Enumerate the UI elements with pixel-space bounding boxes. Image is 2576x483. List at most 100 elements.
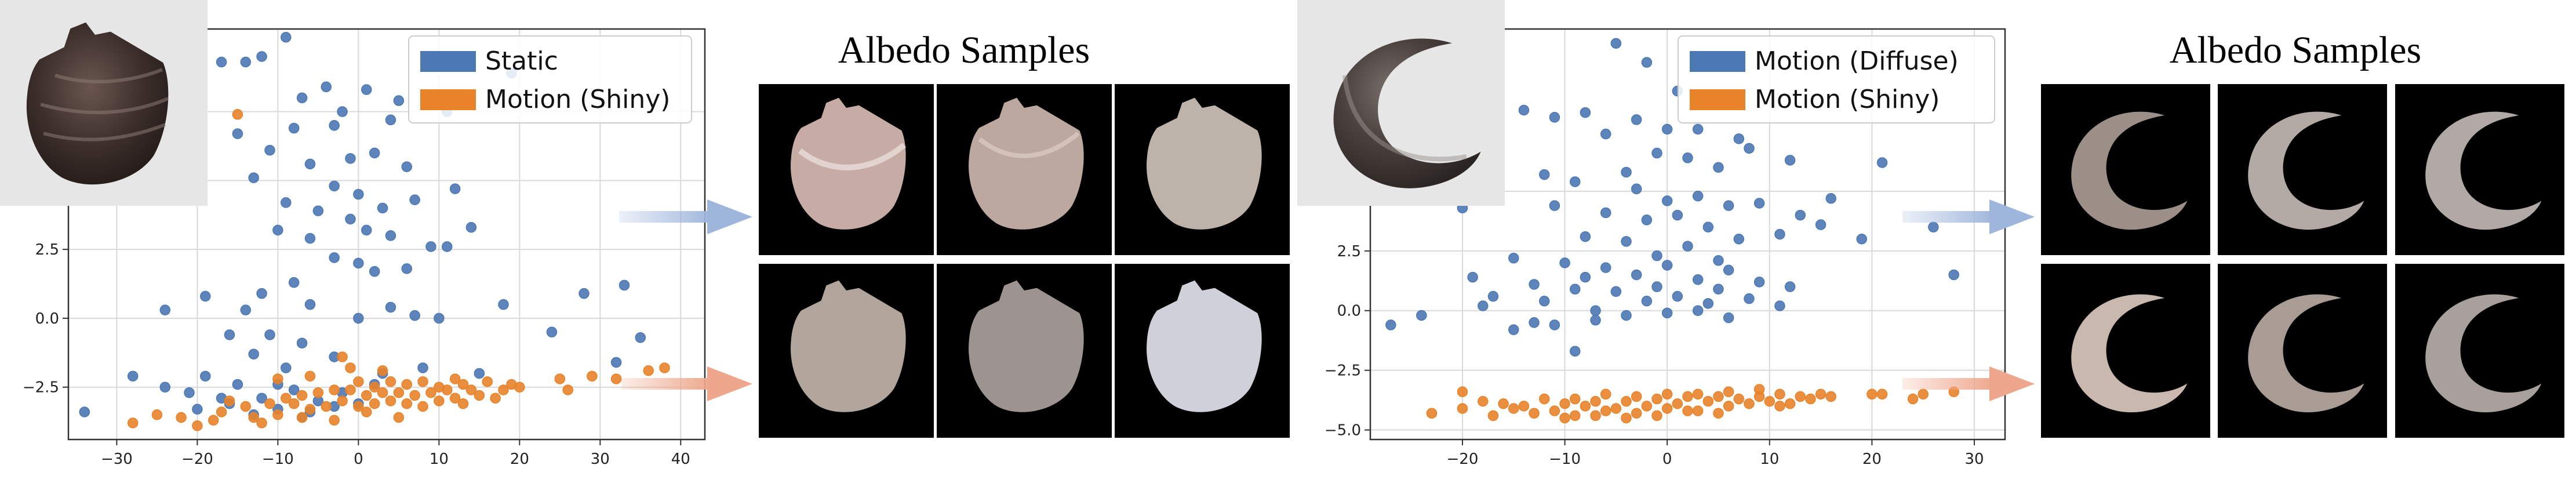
data-point: [369, 147, 380, 159]
series-0: [1385, 38, 1959, 357]
data-point: [369, 398, 380, 409]
data-point: [1590, 314, 1601, 326]
data-point: [1661, 195, 1673, 206]
data-point: [377, 387, 388, 398]
data-point: [329, 120, 340, 131]
data-point: [1682, 405, 1693, 416]
data-point: [1529, 279, 1540, 290]
inset-left: [0, 0, 208, 206]
data-point: [256, 51, 267, 62]
data-point: [256, 393, 267, 404]
data-point: [425, 241, 436, 252]
data-point: [1559, 257, 1570, 268]
arrow-blue-right: [1902, 199, 2035, 234]
data-point: [304, 404, 316, 415]
data-point: [1569, 284, 1581, 295]
data-point: [1549, 405, 1560, 416]
data-point: [1713, 162, 1724, 173]
data-point: [321, 81, 332, 93]
data-point: [1753, 277, 1765, 288]
data-point: [1672, 209, 1683, 221]
data-point: [1661, 403, 1673, 414]
data-point: [1631, 408, 1642, 419]
data-point: [1805, 393, 1816, 405]
data-point: [353, 313, 364, 324]
data-point: [1529, 408, 1540, 419]
data-point: [1784, 281, 1796, 292]
data-point: [1631, 391, 1642, 402]
data-point: [1928, 221, 1939, 233]
data-point: [1457, 386, 1468, 397]
data-point: [127, 417, 139, 428]
data-point: [554, 373, 566, 384]
data-point: [618, 279, 630, 291]
data-point: [288, 277, 300, 288]
data-point: [329, 180, 340, 192]
data-point: [610, 373, 622, 384]
data-point: [1580, 401, 1591, 412]
arrows-left: [619, 199, 752, 401]
data-point: [1825, 391, 1837, 402]
data-point: [1733, 233, 1745, 245]
data-point: [1559, 398, 1570, 409]
legend-label: Motion (Shiny): [1755, 85, 1940, 114]
data-point: [264, 398, 275, 409]
data-point: [184, 387, 195, 398]
axes-frame: [1369, 28, 2006, 441]
data-point: [353, 376, 364, 387]
x-tick-label: 40: [671, 451, 690, 468]
data-point: [1651, 281, 1662, 292]
data-point: [1733, 133, 1745, 144]
sample-tile: [759, 84, 934, 255]
arrow-orange-left: [621, 366, 752, 401]
data-point: [1600, 405, 1611, 416]
data-point: [1569, 410, 1581, 422]
data-point: [1641, 296, 1653, 307]
data-point: [441, 384, 453, 395]
data-point: [1508, 403, 1519, 414]
data-point: [514, 382, 525, 393]
data-point: [272, 409, 283, 420]
scatter-panel-left: −30−20−10010203040−2.50.02.55.07.5Static…: [23, 28, 706, 468]
data-point: [409, 194, 420, 205]
data-point: [1713, 255, 1724, 266]
data-point: [256, 288, 267, 299]
data-point: [1590, 395, 1601, 407]
data-point: [1621, 236, 1632, 247]
data-point: [1508, 252, 1519, 264]
legend-label: Motion (Diffuse): [1755, 46, 1959, 76]
data-point: [361, 224, 372, 236]
data-point: [329, 252, 340, 263]
x-tick-label: 30: [1964, 451, 1984, 468]
data-point: [417, 362, 428, 373]
data-point: [1478, 395, 1489, 407]
data-point: [1487, 410, 1499, 422]
data-point: [1764, 395, 1775, 407]
x-tick-label: −10: [262, 451, 294, 468]
data-point: [377, 365, 388, 376]
data-point: [1508, 324, 1519, 335]
data-point: [546, 326, 558, 337]
data-point: [1549, 319, 1560, 331]
data-point: [578, 288, 590, 299]
data-point: [401, 161, 412, 172]
data-point: [377, 202, 388, 214]
series-1: [1426, 384, 1959, 424]
data-point: [1498, 398, 1509, 409]
data-point: [216, 56, 227, 68]
data-point: [490, 393, 501, 404]
data-point: [434, 395, 445, 406]
data-point: [1876, 157, 1888, 168]
data-point: [1610, 286, 1622, 297]
data-point: [353, 401, 364, 412]
crescent-object-icon: [1333, 38, 1481, 188]
data-point: [240, 401, 252, 412]
data-point: [1866, 388, 1878, 400]
x-tick-label: 30: [591, 451, 610, 468]
data-point: [1784, 155, 1796, 166]
sample-tile: [1115, 264, 1290, 438]
data-point: [449, 183, 461, 194]
data-point: [79, 406, 90, 417]
y-tick-label: 0.0: [35, 310, 59, 328]
